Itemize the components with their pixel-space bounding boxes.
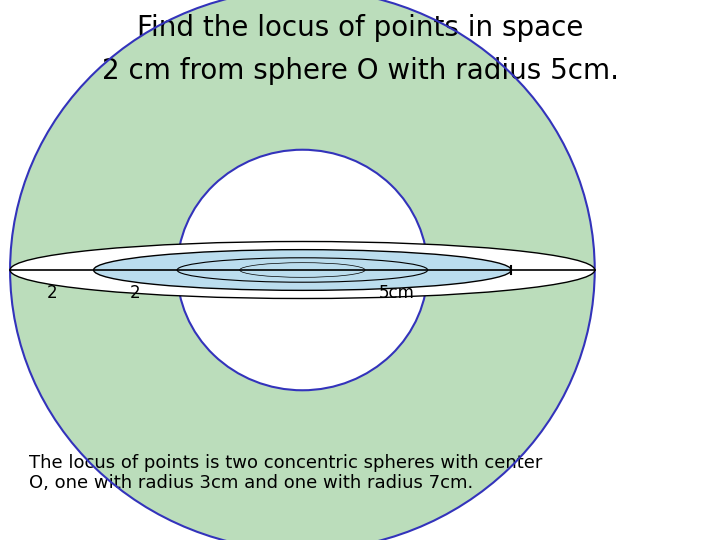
Ellipse shape (240, 262, 365, 278)
Text: The locus of points is two concentric spheres with center
O, one with radius 3cm: The locus of points is two concentric sp… (29, 454, 542, 492)
Ellipse shape (94, 249, 511, 291)
Ellipse shape (10, 0, 595, 540)
Ellipse shape (177, 258, 428, 282)
Text: 2: 2 (130, 284, 140, 301)
Ellipse shape (177, 150, 428, 390)
Ellipse shape (10, 241, 595, 299)
Text: 2 cm from sphere O with radius 5cm.: 2 cm from sphere O with radius 5cm. (102, 57, 618, 85)
Text: Find the locus of points in space: Find the locus of points in space (137, 14, 583, 42)
Text: 2: 2 (47, 284, 57, 301)
Text: 5cm: 5cm (379, 284, 414, 301)
Ellipse shape (10, 0, 595, 540)
